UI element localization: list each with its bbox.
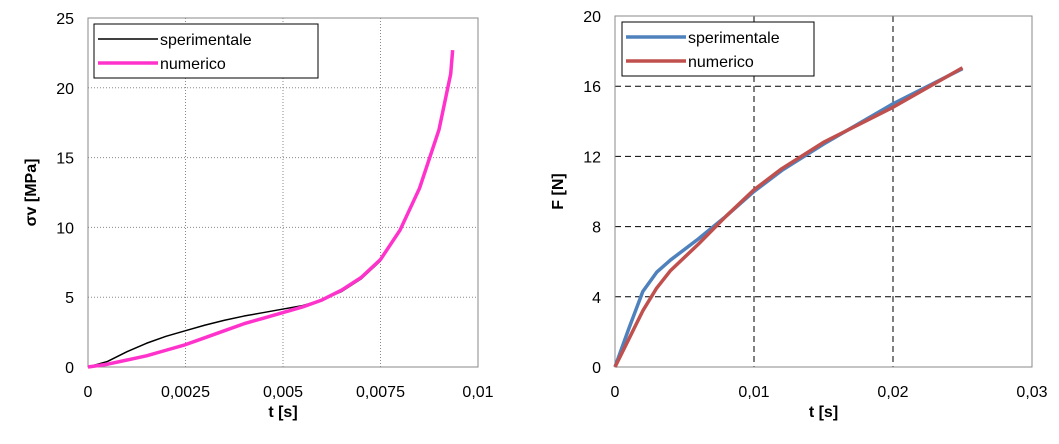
x-tick-label: 0,01: [738, 384, 769, 401]
y-tick-label: 10: [56, 220, 74, 237]
y-tick-label: 20: [56, 81, 74, 98]
x-tick-label: 0: [611, 384, 620, 401]
x-tick-label: 0: [84, 384, 93, 401]
y-tick-label: 5: [65, 290, 74, 307]
x-axis-label: t [s]: [268, 404, 297, 421]
y-tick-label: 0: [65, 360, 74, 377]
data-line: [87, 49, 455, 369]
x-axis-label: t [s]: [809, 404, 838, 421]
y-axis-label: F [N]: [550, 173, 567, 209]
y-tick-label: 0: [592, 360, 601, 377]
legend: sperimentale numerico: [621, 21, 815, 77]
legend-box: [93, 23, 319, 79]
x-tick-label: 0,005: [263, 384, 303, 401]
legend-label: numerico: [160, 56, 226, 73]
x-tick-label: 0,0025: [161, 384, 210, 401]
x-tick-label: 0,02: [877, 384, 908, 401]
x-tick-label: 0,0075: [356, 384, 405, 401]
plot-frame: [87, 17, 479, 368]
x-tick-label: 0,01: [462, 384, 493, 401]
y-tick-label: 4: [592, 290, 601, 307]
y-tick-label: 25: [56, 11, 74, 28]
plot-frame: [614, 15, 1033, 368]
data-line: [87, 260, 382, 368]
legend-label: sperimentale: [688, 30, 780, 47]
y-tick-label: 12: [583, 149, 601, 166]
y-axis-label: σv [MPa]: [23, 159, 40, 227]
x-tick-label: 0,03: [1016, 384, 1047, 401]
data-line: [613, 66, 964, 368]
legend: sperimentale numerico: [93, 23, 319, 79]
y-tick-label: 15: [56, 151, 74, 168]
legend-label: numerico: [688, 54, 754, 71]
legend-label: sperimentale: [160, 32, 252, 49]
y-tick-label: 16: [583, 79, 601, 96]
legend-box: [621, 21, 815, 77]
y-tick-label: 20: [583, 9, 601, 26]
y-tick-label: 8: [592, 220, 601, 237]
data-line: [613, 67, 964, 368]
